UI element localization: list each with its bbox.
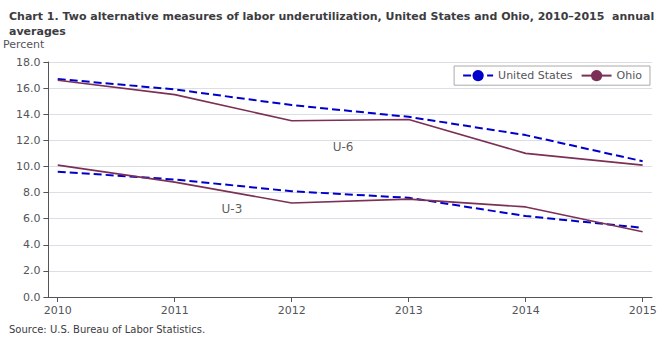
svg-text:2.0: 2.0	[23, 264, 41, 277]
svg-text:2012: 2012	[278, 304, 306, 317]
svg-text:2013: 2013	[395, 304, 423, 317]
svg-text:Source: U.S. Bureau of Labor S: Source: U.S. Bureau of Labor Statistics.	[9, 324, 205, 335]
svg-text:14.0: 14.0	[16, 108, 41, 121]
svg-text:Chart 1. Two alternative measu: Chart 1. Two alternative measures of lab…	[9, 10, 654, 23]
svg-text:Percent: Percent	[3, 38, 45, 51]
svg-text:8.0: 8.0	[23, 186, 41, 199]
svg-text:Ohio: Ohio	[617, 69, 643, 82]
svg-text:2010: 2010	[44, 304, 72, 317]
svg-text:4.0: 4.0	[23, 238, 41, 251]
svg-text:2011: 2011	[161, 304, 189, 317]
svg-text:18.0: 18.0	[16, 56, 41, 69]
svg-text:2015: 2015	[629, 304, 657, 317]
svg-text:12.0: 12.0	[16, 134, 41, 147]
svg-text:6.0: 6.0	[23, 212, 41, 225]
svg-text:10.0: 10.0	[16, 160, 41, 173]
svg-text:averages: averages	[9, 25, 66, 38]
svg-text:2014: 2014	[512, 304, 540, 317]
svg-text:United States: United States	[498, 69, 573, 82]
svg-text:16.0: 16.0	[16, 82, 41, 95]
svg-text:U-3: U-3	[222, 202, 243, 216]
svg-text:0.0: 0.0	[23, 291, 41, 304]
svg-text:U-6: U-6	[333, 140, 354, 154]
